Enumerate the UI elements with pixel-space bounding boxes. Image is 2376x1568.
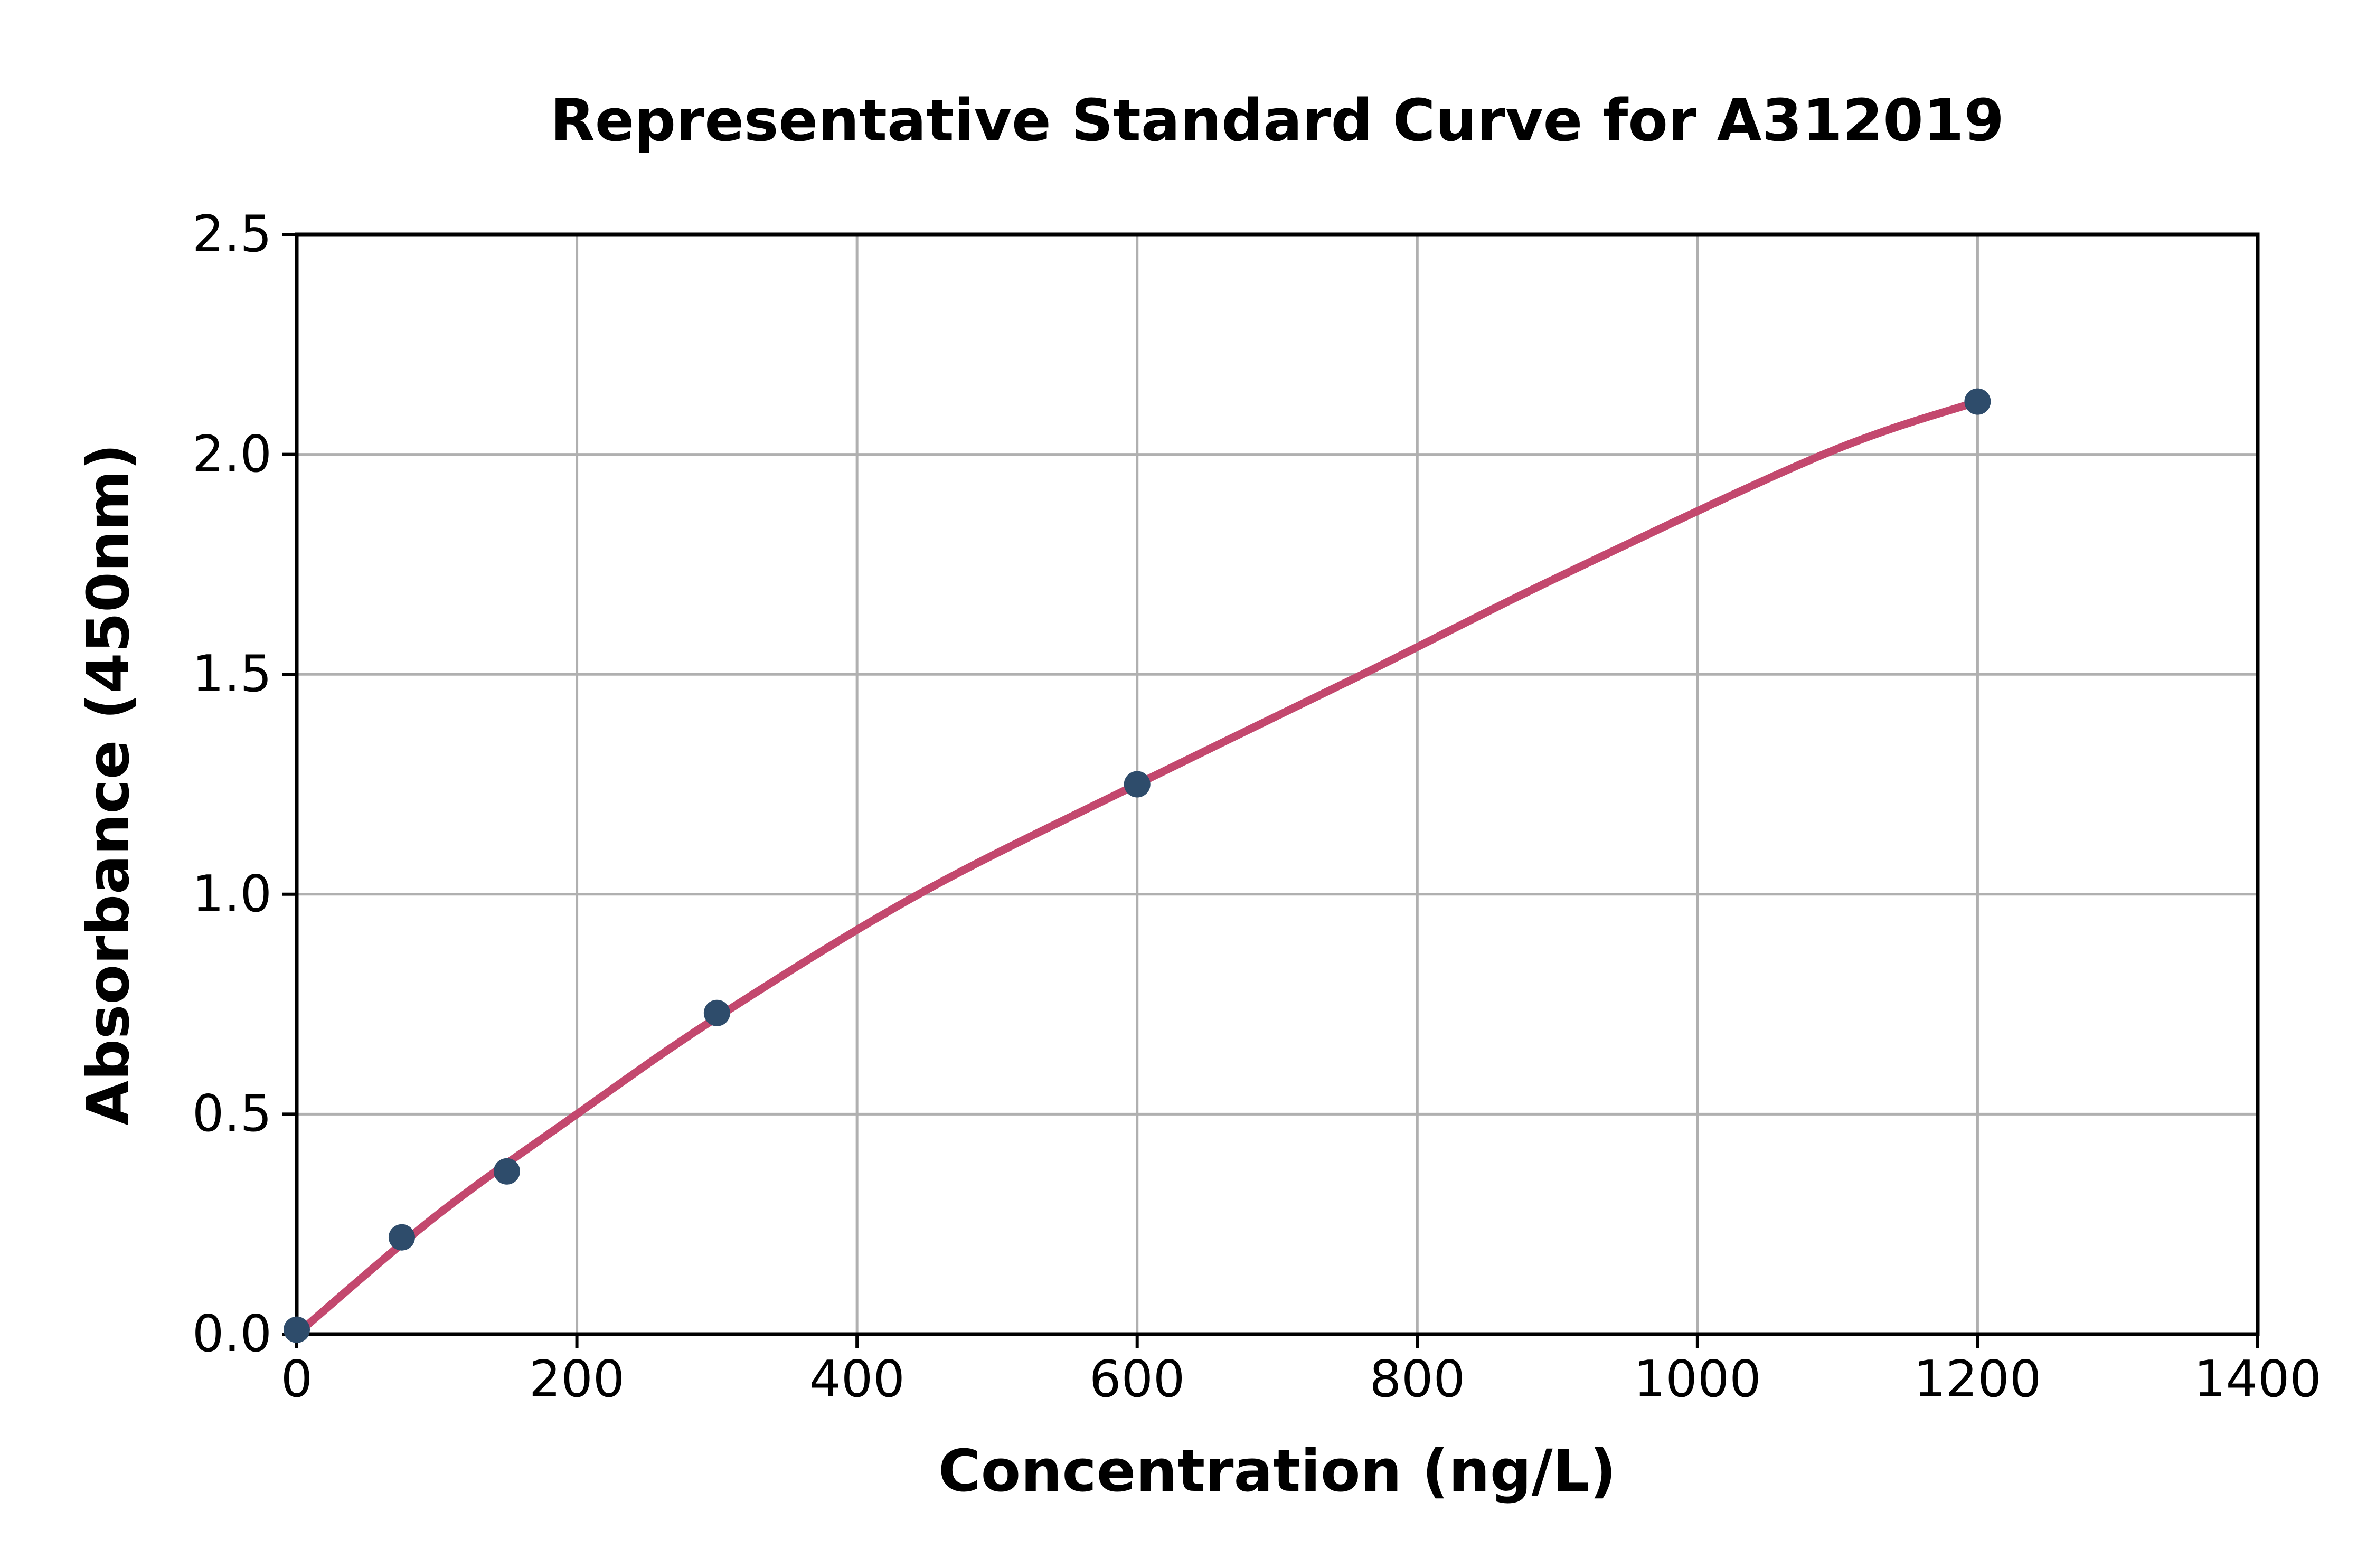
standard-curve-line	[294, 398, 1979, 1337]
x-tick-label: 0	[280, 1350, 313, 1409]
x-tick-label: 800	[1369, 1350, 1465, 1409]
data-point	[284, 1316, 310, 1343]
y-tick-label: 0.0	[192, 1305, 272, 1363]
axes-spines	[295, 232, 2260, 1336]
x-tick-label: 600	[1089, 1350, 1185, 1409]
data-point	[493, 1158, 520, 1185]
y-tick-label: 1.0	[192, 865, 272, 923]
x-tick-label: 400	[809, 1350, 905, 1409]
y-axis-label: Absorbance (450nm)	[74, 443, 142, 1126]
chart-title: Representative Standard Curve for A31201…	[550, 87, 2004, 154]
data-point	[703, 999, 730, 1026]
y-tick-label: 0.5	[192, 1085, 272, 1144]
data-point	[1964, 388, 1991, 415]
data-point	[1124, 771, 1151, 798]
y-tick-label: 2.5	[192, 205, 272, 263]
data-point	[388, 1224, 415, 1251]
x-tick-label: 200	[529, 1350, 625, 1409]
x-axis-label: Concentration (ng/L)	[938, 1437, 1617, 1505]
y-tick-label: 1.5	[192, 645, 272, 704]
x-tick-label: 1000	[1633, 1350, 1761, 1409]
y-tick-label: 2.0	[192, 425, 272, 484]
x-tick-label: 1200	[1913, 1350, 2042, 1409]
x-tick-label: 1400	[2194, 1350, 2322, 1409]
